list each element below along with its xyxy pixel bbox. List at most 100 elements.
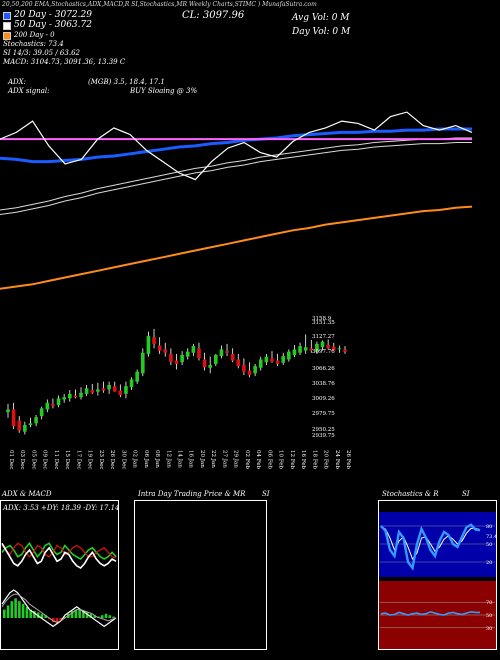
date-axis-label: 02 Feb	[244, 450, 250, 470]
stoch-level-label: 73.4	[486, 534, 497, 540]
macd-histogram-bar	[59, 618, 63, 621]
stoch-k-line	[380, 523, 481, 571]
candle-body	[124, 386, 128, 394]
candle-body	[67, 393, 72, 399]
macd-histogram-bar	[89, 613, 93, 618]
date-axis-label: 26 Feb	[345, 450, 351, 470]
intraday-panel-frame	[134, 500, 267, 650]
date-axis-label: 27 Jan	[221, 450, 227, 468]
price-axis-label: 2979.75	[312, 411, 335, 417]
macd-histogram-bar	[10, 601, 14, 618]
macd-histogram-bar	[108, 615, 112, 618]
adx-line	[1, 542, 117, 570]
minus-di-line	[1, 542, 117, 559]
ema50-line	[0, 137, 472, 211]
date-axis-label: 18 Feb	[311, 450, 317, 470]
candle-body	[208, 365, 212, 368]
date-axis-label: 29 Jan	[233, 450, 239, 468]
date-axis-label: 20 Feb	[323, 450, 329, 470]
macd-histogram-bar	[40, 613, 44, 618]
candle-body	[152, 337, 156, 344]
ema50-swatch	[3, 21, 11, 30]
date-axis-label: 14 Jan	[177, 450, 183, 468]
candle-body	[28, 423, 33, 425]
date-axis-label: 02 Jan	[132, 450, 138, 468]
macd-histogram-bar	[51, 618, 55, 623]
adx-signal-label: ADX signal:	[8, 87, 50, 95]
candle-body	[23, 425, 27, 432]
adx-signal-value: BUY Sloaing @ 3%	[130, 87, 198, 95]
candle-body	[39, 408, 44, 417]
macd-histogram-bar	[100, 615, 104, 618]
candle-body	[225, 351, 229, 353]
macd-histogram-bar	[70, 611, 74, 618]
macd-histogram-bar	[93, 615, 96, 618]
macd-histogram-bar	[82, 611, 85, 618]
candle-body	[247, 370, 252, 375]
intraday-title: Intra Day Trading Price & MR	[138, 490, 246, 498]
macd-signal-line	[1, 593, 117, 623]
ema20-legend: 20 Day - 3072.29	[3, 11, 125, 20]
candle-body	[135, 371, 139, 382]
candle-body	[219, 349, 224, 357]
rsi-level-label: 50	[486, 613, 492, 619]
macd-histogram-bar	[74, 609, 78, 618]
date-axis-label: 19 Dec	[87, 450, 93, 470]
candle-body	[303, 347, 308, 351]
candle-body	[236, 359, 241, 367]
adx-macd-title: ADX & MACD	[2, 490, 52, 498]
bottom-panels: ADX: 3.53 +DY: 18.39 -DY: 17.14 73.4 80 50…	[0, 500, 497, 650]
candle-body	[264, 356, 269, 363]
price-axis-label: 3066.26	[312, 366, 335, 372]
candle-body	[315, 343, 319, 352]
macd-value: MACD: 3104.73, 3091.36, 13.39 C	[3, 58, 126, 66]
date-axis-label: 16 Feb	[300, 450, 306, 470]
date-axis-label: 20 Jan	[199, 450, 205, 468]
macd-histogram-bar	[33, 611, 36, 618]
macd-histogram-bar	[63, 616, 66, 618]
candle-body	[275, 360, 280, 364]
macd-histogram-bar	[18, 601, 21, 618]
date-axis-label: 08 Jan	[154, 450, 160, 468]
date-axis-label: 23 Dec	[98, 450, 104, 470]
candle-body	[6, 409, 10, 413]
candle-body	[157, 345, 162, 351]
price-axis-label: 3009.26	[312, 396, 335, 402]
date-axis-label: 24 Feb	[334, 450, 340, 470]
candle-body	[320, 341, 325, 348]
macd-line	[1, 589, 117, 628]
candle-body	[62, 397, 66, 400]
price-axis-label: 2939.75	[312, 433, 335, 439]
candle-body	[129, 379, 134, 388]
candle-body	[73, 395, 78, 398]
candle-body	[242, 365, 246, 372]
candle-body	[214, 355, 218, 364]
candle-body	[141, 352, 145, 374]
macd-histogram-bar	[6, 605, 10, 618]
date-axis-label: 05 Dec	[31, 450, 37, 470]
price-axis-label: 3038.76	[312, 381, 335, 387]
stoch-level-label: 20	[486, 560, 492, 566]
date-axis-label: 06 Feb	[266, 450, 272, 470]
candle-body	[343, 349, 347, 352]
price-axis-label: 3097.76	[312, 349, 335, 355]
candle-body	[90, 390, 95, 393]
ema200-legend: 200 Day - 0	[3, 31, 125, 40]
candle-body	[17, 420, 22, 431]
candle-body	[185, 351, 190, 357]
ema200-swatch	[3, 31, 11, 40]
stoch-level-label: 80	[486, 524, 492, 530]
date-axis-label: 15 Dec	[64, 450, 70, 470]
macd-histogram-bar	[44, 615, 48, 618]
candle-body	[309, 348, 314, 351]
si-value: SI 14/3: 39.05 / 63.62	[3, 49, 80, 57]
date-axis-label: 06 Jan	[143, 450, 149, 468]
macd-histogram-bar	[3, 609, 6, 618]
candle-body	[84, 388, 89, 394]
candle-body	[45, 402, 50, 410]
rsi-level-label: 70	[486, 600, 492, 606]
candle-body	[281, 356, 286, 363]
date-axis-label: 17 Dec	[75, 450, 81, 470]
adx-values-text: ADX: 3.53 +DY: 18.39 -DY: 17.14	[2, 504, 119, 512]
